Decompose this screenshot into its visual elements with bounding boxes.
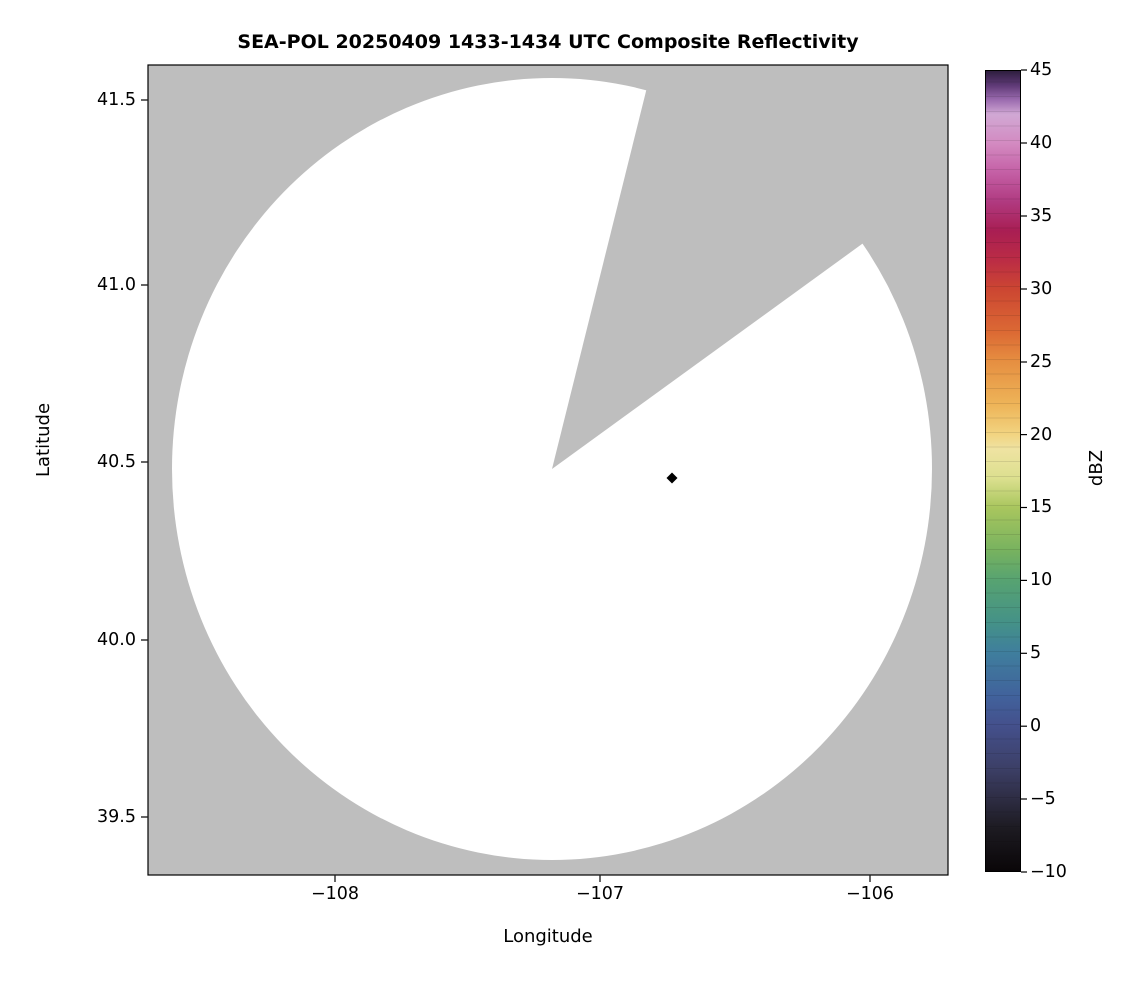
- x-tick-label: −108: [310, 884, 360, 904]
- colorbar-tick-label: −5: [1030, 789, 1056, 809]
- x-tick-label: −107: [575, 884, 625, 904]
- site-marker: [666, 472, 678, 484]
- colorbar-tick-label: 10: [1030, 570, 1053, 590]
- colorbar-tick-label: 25: [1030, 352, 1053, 372]
- colorbar-tick-label: −10: [1030, 862, 1067, 882]
- plot-frame: [147, 64, 949, 876]
- colorbar-tick-label: 0: [1030, 716, 1042, 736]
- colorbar-tick-marks: [1021, 69, 1027, 873]
- y-axis-label: Latitude: [33, 402, 54, 478]
- colorbar-tick-label: 15: [1030, 497, 1053, 517]
- x-axis-label: Longitude: [503, 926, 593, 947]
- y-tick-label: 39.5: [97, 807, 136, 827]
- x-tick-marks: [334, 875, 871, 882]
- y-tick-label: 41.0: [97, 275, 136, 295]
- chart-title: SEA-POL 20250409 1433-1434 UTC Composite…: [237, 31, 859, 53]
- colorbar-tick-label: 40: [1030, 133, 1053, 153]
- colorbar-tick-label: 20: [1030, 425, 1053, 445]
- blocked-sector: [552, 65, 924, 469]
- x-tick-label: −106: [845, 884, 895, 904]
- colorbar-tick-label: 30: [1030, 279, 1053, 299]
- colorbar-gradient: [986, 71, 1020, 871]
- colorbar-tick-label: 35: [1030, 206, 1053, 226]
- colorbar-tick-label: 45: [1030, 60, 1053, 80]
- y-tick-label: 40.5: [97, 452, 136, 472]
- y-tick-marks: [141, 99, 148, 818]
- y-tick-label: 40.0: [97, 630, 136, 650]
- colorbar-tick-label: 5: [1030, 643, 1042, 663]
- colorbar: [985, 70, 1021, 872]
- colorbar-steps: [986, 71, 1020, 871]
- y-tick-label: 41.5: [97, 90, 136, 110]
- colorbar-label: dBZ: [1086, 449, 1107, 487]
